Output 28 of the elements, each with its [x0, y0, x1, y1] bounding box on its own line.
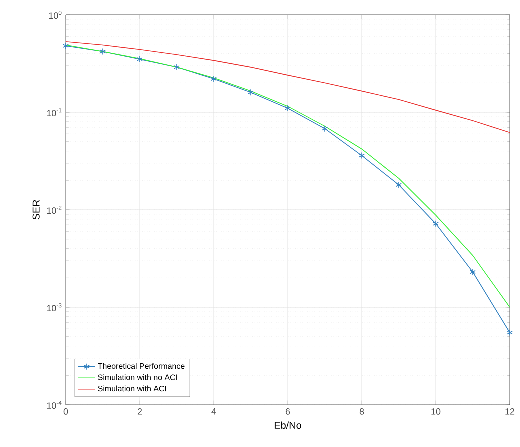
x-tick-label: 8: [360, 408, 364, 415]
x-tick-label: 12: [506, 408, 515, 415]
x-axis-title: Eb/No: [274, 422, 302, 430]
y-tick-label: 10$^{-2}$: [47, 206, 62, 214]
point: [359, 152, 365, 160]
point: [470, 268, 476, 276]
x-tick-label: 0: [64, 408, 68, 415]
point: [100, 48, 106, 56]
point: [507, 329, 513, 336]
point: [322, 125, 328, 132]
y-tick-label: 10$^{-4}$: [47, 401, 62, 410]
y-tick-label: 10$^{-3}$: [47, 303, 62, 312]
y-tick-label: 10$^{-1}$: [47, 108, 62, 117]
point: [285, 105, 291, 112]
point: [63, 42, 69, 50]
y-axis-title: SER: [32, 200, 40, 220]
x-tick-label: 2: [138, 408, 142, 415]
point: [211, 76, 217, 83]
point: [248, 89, 254, 96]
point: [174, 64, 180, 71]
point: [137, 56, 143, 63]
x-tick-label: 10: [432, 408, 441, 415]
x-tick-label: 6: [286, 408, 290, 415]
point: [433, 220, 439, 228]
point: [396, 182, 402, 189]
y-tick-label: 10$^{0}$: [49, 10, 62, 20]
line-series: [66, 41, 510, 134]
x-tick-label: 4: [212, 408, 216, 415]
